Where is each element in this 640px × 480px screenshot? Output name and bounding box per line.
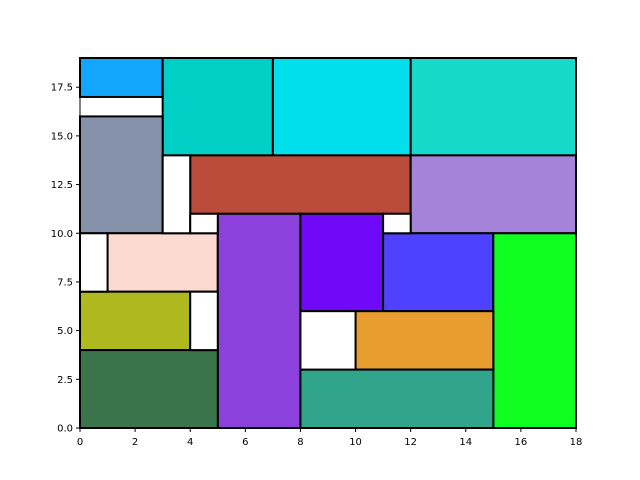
x-tick-label: 0 bbox=[77, 437, 83, 448]
treemap-rect-12 bbox=[79, 290, 192, 352]
y-tick-label: 5.0 bbox=[57, 326, 73, 337]
x-tick-label: 8 bbox=[297, 437, 303, 448]
treemap-empty-cell-3 bbox=[79, 232, 109, 293]
x-tick-label: 18 bbox=[570, 437, 583, 448]
x-tick-label: 4 bbox=[187, 437, 193, 448]
y-tick-label: 12.5 bbox=[51, 180, 73, 191]
x-tick-label: 14 bbox=[459, 437, 472, 448]
treemap-empty-cell-1 bbox=[189, 212, 219, 235]
treemap-rect-15 bbox=[299, 368, 495, 429]
x-tick-label: 2 bbox=[132, 437, 138, 448]
treemap-rect-9 bbox=[299, 212, 385, 313]
y-tick-label: 10.0 bbox=[51, 229, 73, 240]
treemap-rect-5 bbox=[189, 154, 412, 215]
treemap-empty-cell-5 bbox=[299, 310, 357, 371]
plot-area bbox=[79, 57, 578, 429]
y-tick-label: 17.5 bbox=[51, 83, 73, 94]
treemap-rect-6 bbox=[409, 154, 577, 235]
treemap-rect-0 bbox=[79, 57, 164, 98]
x-tick-label: 16 bbox=[515, 437, 528, 448]
x-tick-label: 6 bbox=[242, 437, 248, 448]
treemap-rect-13 bbox=[354, 310, 495, 371]
treemap-rect-14 bbox=[79, 349, 219, 429]
x-tick-label: 12 bbox=[404, 437, 417, 448]
treemap-rect-4 bbox=[79, 115, 164, 235]
x-axis: 0 2 4 6 8 10 12 14 16 18 bbox=[77, 428, 583, 448]
axes-frame bbox=[79, 57, 577, 429]
x-tick-label: 10 bbox=[349, 437, 362, 448]
treemap-empty-cell-4 bbox=[189, 290, 219, 352]
treemap-empty-cell-0 bbox=[161, 154, 192, 235]
treemap-rect-7 bbox=[106, 232, 219, 293]
y-tick-label: 0.0 bbox=[57, 424, 73, 435]
treemap-rect-11 bbox=[492, 232, 578, 429]
treemap-rect-3 bbox=[409, 57, 577, 157]
y-tick-label: 7.5 bbox=[57, 277, 73, 288]
treemap-rect-8 bbox=[216, 212, 302, 429]
treemap-empty-cell-2 bbox=[382, 212, 412, 235]
treemap-rect-1 bbox=[161, 57, 274, 157]
y-tick-label: 15.0 bbox=[51, 131, 73, 142]
y-axis: 0.0 2.5 5.0 7.5 10.0 12.5 15.0 17.5 bbox=[51, 83, 80, 435]
y-tick-label: 2.5 bbox=[57, 375, 73, 386]
treemap-rect-2 bbox=[271, 57, 412, 157]
treemap-rect-10 bbox=[382, 232, 495, 313]
